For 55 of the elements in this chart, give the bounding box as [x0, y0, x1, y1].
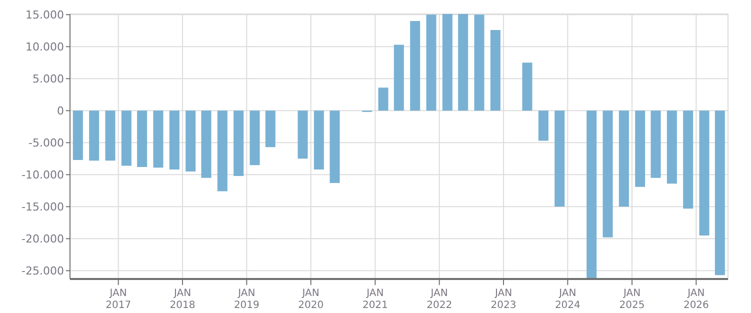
bar	[426, 14, 436, 111]
bar	[474, 14, 484, 111]
y-tick-label: 15.000	[26, 8, 64, 22]
y-tick-label: 0	[57, 104, 64, 118]
bar	[234, 110, 244, 176]
bar	[666, 110, 677, 184]
x-tick-label: JAN 2018	[170, 288, 196, 311]
bar	[699, 110, 710, 236]
bar	[330, 110, 340, 183]
x-tick-label: JAN 2025	[619, 288, 645, 311]
bar	[458, 14, 468, 111]
x-tick-label: JAN 2026	[683, 288, 709, 311]
bar	[250, 110, 260, 166]
x-tick-label: JAN 2022	[426, 288, 452, 311]
bar	[650, 110, 661, 178]
bar	[186, 110, 196, 172]
y-tick-label: -20.000	[22, 232, 64, 246]
bar	[378, 88, 388, 111]
y-tick-label: 5.000	[32, 72, 64, 86]
bar	[586, 110, 597, 278]
x-tick-label: JAN 2024	[554, 288, 580, 311]
bar	[265, 110, 276, 148]
bar	[169, 110, 180, 170]
x-tick-label: JAN 2019	[234, 288, 260, 311]
bar	[442, 14, 452, 111]
bar	[72, 110, 83, 160]
bar	[137, 110, 148, 167]
x-tick-label: JAN 2023	[490, 288, 516, 311]
y-tick-label: -15.000	[22, 200, 64, 214]
y-tick-label: -5.000	[28, 136, 64, 150]
bar	[714, 110, 725, 276]
x-tick-label: JAN 2021	[362, 288, 388, 311]
bar	[153, 110, 164, 168]
x-tick-label: JAN 2017	[106, 288, 132, 311]
y-tick-label: 10.000	[26, 40, 64, 54]
x-tick-label: JAN 2020	[298, 288, 324, 311]
bar	[618, 110, 629, 207]
bar	[121, 110, 132, 166]
bar	[522, 62, 532, 111]
bar	[538, 110, 548, 141]
bar	[554, 110, 565, 207]
bar	[89, 110, 100, 161]
y-tick-label: -25.000	[22, 264, 64, 278]
bar	[410, 21, 420, 111]
bar	[394, 44, 404, 111]
bar	[217, 110, 228, 192]
bar	[105, 110, 116, 161]
bar	[298, 110, 308, 159]
bar	[201, 110, 212, 178]
bar	[683, 110, 694, 209]
bar	[602, 110, 613, 238]
bar	[635, 110, 646, 187]
y-tick-label: -10.000	[22, 168, 64, 182]
bar	[314, 110, 324, 170]
bar	[490, 30, 500, 111]
